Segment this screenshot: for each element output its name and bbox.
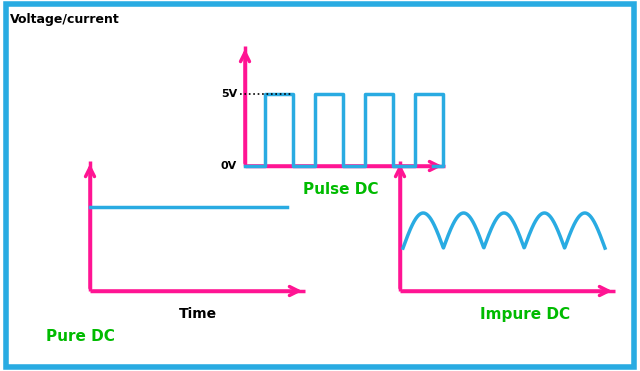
Text: Voltage/current: Voltage/current — [10, 13, 120, 26]
Text: Pure DC: Pure DC — [45, 329, 115, 344]
Text: Time: Time — [179, 307, 216, 321]
Text: Impure DC: Impure DC — [479, 307, 570, 322]
Text: 0V: 0V — [221, 161, 237, 171]
Text: 5V: 5V — [221, 89, 237, 99]
Text: Pulse DC: Pulse DC — [303, 182, 379, 197]
